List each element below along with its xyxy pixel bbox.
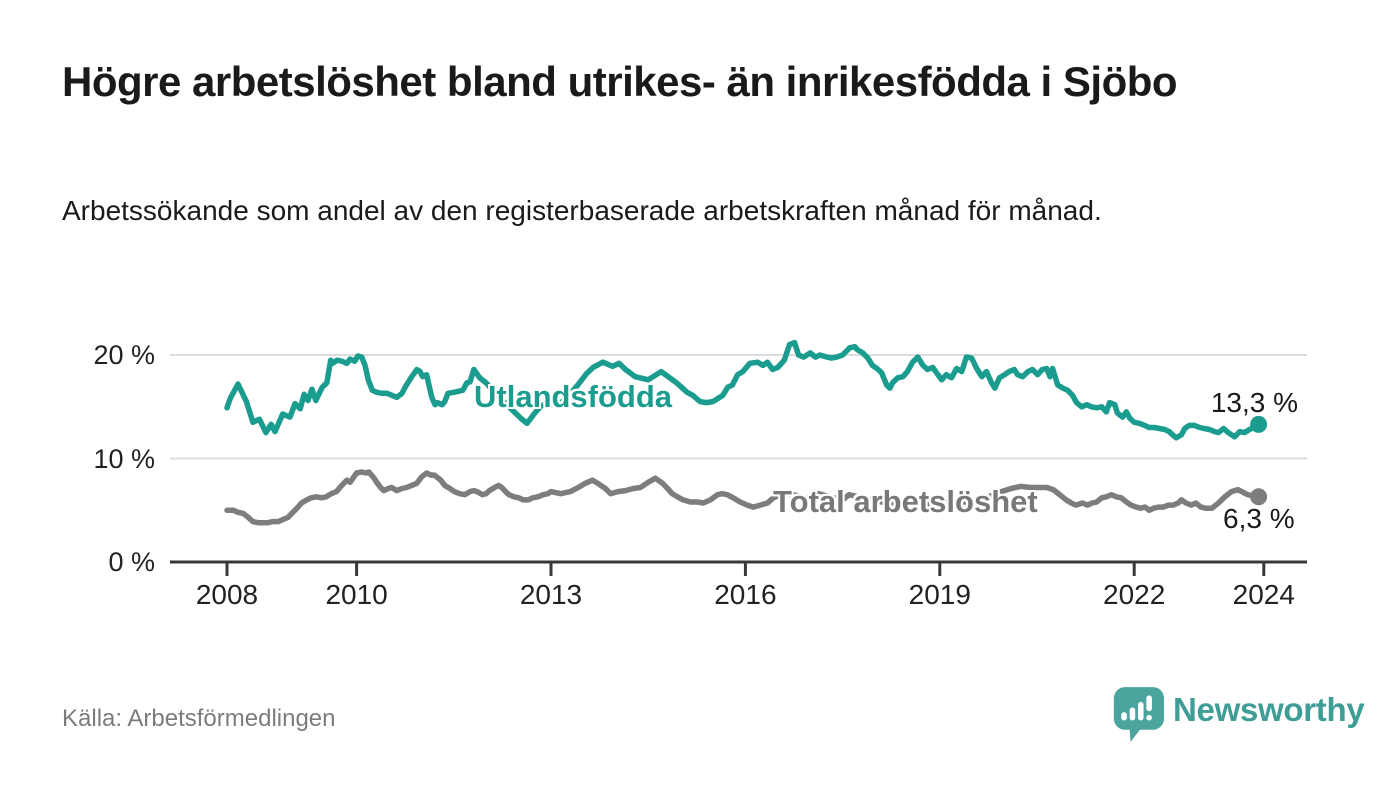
logo-exclamation-stem	[1146, 695, 1152, 712]
x-tick-label-2016: 2016	[714, 579, 777, 610]
newsworthy-logo-icon	[1113, 687, 1164, 742]
newsworthy-logo-text: Newsworthy	[1173, 691, 1365, 728]
page-subtitle: Arbetssökande som andel av den registerb…	[62, 195, 1102, 226]
end-dot-total-arbetsloshet	[1250, 488, 1268, 506]
x-tick-label-2008: 2008	[195, 579, 259, 610]
x-tick-label-2013: 2013	[519, 579, 583, 610]
logo-exclamation-dot	[1146, 714, 1152, 721]
x-tick-label-2019: 2019	[908, 579, 971, 610]
y-tick-label-20: 20 %	[93, 340, 155, 370]
end-dot-utlandsfodda	[1250, 415, 1268, 433]
page-title: Högre arbetslöshet bland utrikes- än inr…	[62, 58, 1178, 105]
x-tick-label-2022: 2022	[1103, 579, 1166, 610]
x-tick-label-2024: 2024	[1232, 579, 1295, 610]
logo-bar-2	[1129, 707, 1136, 721]
logo-bar-3	[1138, 701, 1144, 721]
y-tick-label-10: 10 %	[93, 443, 155, 474]
y-tick-label-0: 0 %	[108, 547, 155, 577]
end-value-label-total-arbetsloshet: 6,3 %	[1223, 503, 1295, 534]
source-note: Källa: Arbetsförmedlingen	[62, 705, 336, 732]
line-total-arbetsloshet	[224, 469, 1262, 526]
end-value-label-utlandsfodda: 13,3 %	[1210, 387, 1298, 418]
line-utlandsfodda	[224, 339, 1262, 441]
series-label-total-arbetsloshet: Total arbetslöshet	[773, 484, 1038, 519]
series-label-utlandsfodda: Utlandsfödda	[474, 379, 673, 414]
x-tick-label-2010: 2010	[325, 579, 388, 610]
logo-bar-1	[1121, 712, 1127, 721]
newsworthy-brand: Newsworthy	[1112, 684, 1365, 744]
